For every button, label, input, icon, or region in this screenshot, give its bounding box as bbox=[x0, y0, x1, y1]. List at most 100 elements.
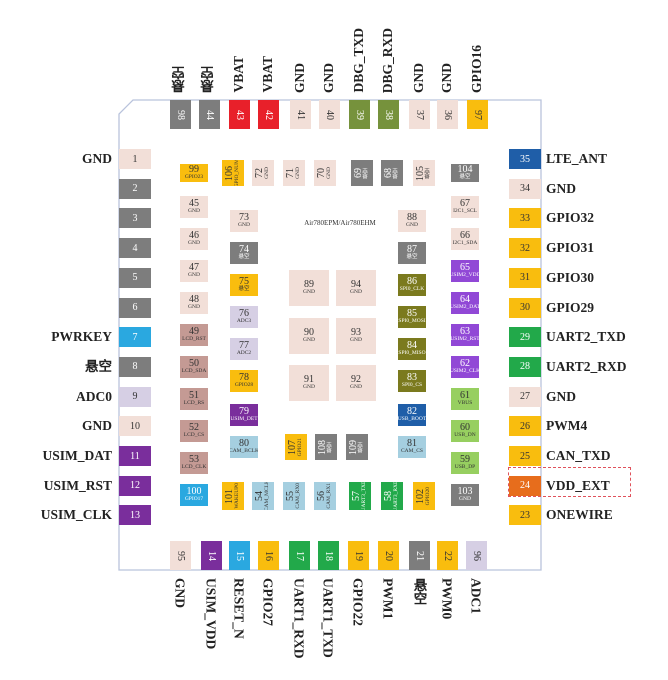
pin-pad-12: 12 bbox=[119, 475, 151, 496]
pin-label-7: PWRKEY bbox=[51, 329, 112, 345]
inner-pad-65: 65 USIM2_VDD bbox=[451, 260, 479, 282]
pin-pad-18: 18 bbox=[318, 541, 339, 570]
inner-pad-105: 105 悬空 bbox=[413, 160, 435, 186]
inner-pad-number: 73 bbox=[239, 211, 249, 223]
inner-pad-function: SPI0_CLK bbox=[399, 286, 425, 293]
inner-pad-function: GPIO20 bbox=[425, 486, 432, 506]
inner-pad-74: 74 悬空 bbox=[230, 242, 258, 264]
inner-pad-function: GND bbox=[326, 167, 333, 179]
pin-label-39: DBG_TXD bbox=[351, 28, 366, 93]
inner-pad-52: 52 LCD_CS bbox=[180, 420, 208, 442]
inner-pad-number: 94 bbox=[351, 278, 361, 290]
inner-pad-number: 89 bbox=[304, 278, 314, 290]
inner-pad-function: VBUS bbox=[457, 400, 473, 407]
inner-pad-number: 65 bbox=[460, 261, 470, 273]
inner-pad-function: USIM2_DAT bbox=[451, 304, 479, 311]
inner-pad-function: SPI0_CS bbox=[401, 382, 423, 389]
inner-pad-number: 74 bbox=[239, 243, 249, 255]
pin-label-33: GPIO32 bbox=[546, 210, 595, 226]
inner-pad-function: LCD_RST bbox=[182, 336, 206, 343]
inner-pad-46: 46 GND bbox=[180, 228, 208, 250]
pin-label-19: GPIO22 bbox=[350, 578, 366, 627]
pin-label-25: CAN_TXD bbox=[546, 448, 611, 463]
pin-label-12: USIM_RST bbox=[43, 477, 112, 493]
inner-pad-number: 85 bbox=[407, 307, 417, 319]
inner-pad-number: 84 bbox=[407, 339, 417, 351]
inner-pad-88: 88 GND bbox=[398, 210, 426, 232]
inner-pad-number: 62 bbox=[460, 357, 470, 369]
inner-pad-function: CAM_BCLK bbox=[230, 448, 258, 455]
pin-label-27: GND bbox=[546, 388, 576, 404]
inner-pad-function: GND bbox=[350, 289, 362, 296]
inner-pad-function: GND bbox=[188, 240, 200, 247]
inner-pad-function: I2C1_SCL bbox=[453, 208, 477, 215]
inner-pad-function: 悬空 bbox=[363, 167, 370, 179]
inner-pad-51: 51 LCD_RS bbox=[180, 388, 208, 410]
inner-pad-number: 90 bbox=[304, 326, 314, 338]
inner-pad-function: CAM_RX0 bbox=[295, 483, 302, 509]
inner-pad-function: 悬空 bbox=[327, 441, 334, 453]
pin-pad-41: 41 bbox=[290, 100, 311, 129]
pin-label-18: UART1_TXD bbox=[320, 578, 336, 658]
pin-pad-44: 44 bbox=[199, 100, 220, 129]
inner-pad-function: LCD_SDA bbox=[181, 368, 207, 375]
inner-pad-function: WAKEUP0 bbox=[234, 483, 241, 509]
pin-label-97: GPIO16 bbox=[469, 44, 484, 93]
pin-pad-16: 16 bbox=[258, 541, 279, 570]
inner-pad-number: 104 bbox=[457, 164, 473, 175]
pin-label-95: GND bbox=[172, 578, 188, 608]
inner-pad-87: 87 悬空 bbox=[398, 242, 426, 264]
inner-pad-number: 45 bbox=[189, 197, 199, 209]
pin-label-23: ONEWIRE bbox=[546, 507, 613, 523]
inner-pad-function: GPIO23 bbox=[184, 174, 204, 181]
inner-pad-54: 54 CAM_MCLK bbox=[252, 482, 274, 510]
vdd-ext-highlight bbox=[508, 467, 631, 497]
pin-label-15: RESET_N bbox=[231, 578, 247, 639]
pin-pad-28: 28 bbox=[509, 356, 541, 377]
inner-pad-number: 60 bbox=[460, 421, 470, 433]
inner-pad-function: UART3_RXD bbox=[393, 482, 400, 510]
pin-label-36: GND bbox=[439, 63, 454, 93]
pin-label-98: 悬空 bbox=[172, 66, 187, 93]
inner-pad-50: 50 LCD_SDA bbox=[180, 356, 208, 378]
inner-pad-72: 72 GND bbox=[252, 160, 274, 186]
inner-pad-83: 83 SPI0_CS bbox=[398, 370, 426, 392]
pin-pad-34: 34 bbox=[509, 178, 541, 199]
inner-pad-48: 48 GND bbox=[180, 292, 208, 314]
inner-pad-function: GND bbox=[350, 337, 362, 344]
pin-pad-24: 24 bbox=[509, 475, 541, 496]
pin-label-24: VDD_EXT bbox=[546, 477, 610, 493]
inner-pad-number: 81 bbox=[407, 437, 417, 449]
pin-pad-39: 39 bbox=[349, 100, 370, 129]
inner-pad-103: 103 GND bbox=[451, 484, 479, 506]
inner-pad-59: 59 USB_DP bbox=[451, 452, 479, 474]
inner-pad-99: 99 GPIO23 bbox=[180, 164, 208, 182]
inner-pad-function: LCD_CS bbox=[183, 432, 205, 439]
inner-pad-function: 悬空 bbox=[425, 167, 432, 179]
inner-pad-function: GND bbox=[350, 384, 362, 391]
pin-pad-22: 22 bbox=[437, 541, 458, 570]
inner-pad-77: 77 ADC2 bbox=[230, 338, 258, 360]
inner-pad-function: GND bbox=[303, 289, 315, 296]
inner-pad-104: 104 悬空 bbox=[451, 164, 479, 182]
inner-pad-number: 103 bbox=[457, 485, 473, 497]
inner-pad-66: 66 I2C1_SDA bbox=[451, 228, 479, 250]
inner-pad-82: 82 USB_BOOT bbox=[398, 404, 426, 426]
inner-pad-function: ADC3 bbox=[236, 318, 252, 325]
inner-pad-number: 80 bbox=[239, 437, 249, 449]
inner-pad-109: 109 悬空 bbox=[346, 434, 368, 460]
inner-pad-function: GND bbox=[303, 384, 315, 391]
inner-pad-47: 47 GND bbox=[180, 260, 208, 282]
inner-pad-number: 100 bbox=[186, 485, 202, 497]
inner-pad-number: 99 bbox=[189, 164, 199, 175]
inner-pad-function: GPIO28 bbox=[234, 382, 254, 389]
inner-pad-number: 91 bbox=[304, 373, 314, 385]
pin-label-11: USIM_DAT bbox=[42, 448, 112, 463]
inner-pad-62: 62 USIM2_CLK bbox=[451, 356, 479, 378]
pin-pad-5: 5 bbox=[119, 267, 151, 288]
inner-pad-number: 82 bbox=[407, 405, 417, 417]
inner-pad-function: 悬空 bbox=[406, 254, 418, 261]
pin-label-14: USIM_VDD bbox=[203, 578, 219, 650]
inner-pad-number: 53 bbox=[189, 453, 199, 465]
inner-pad-function: USIM_DET bbox=[230, 416, 258, 423]
